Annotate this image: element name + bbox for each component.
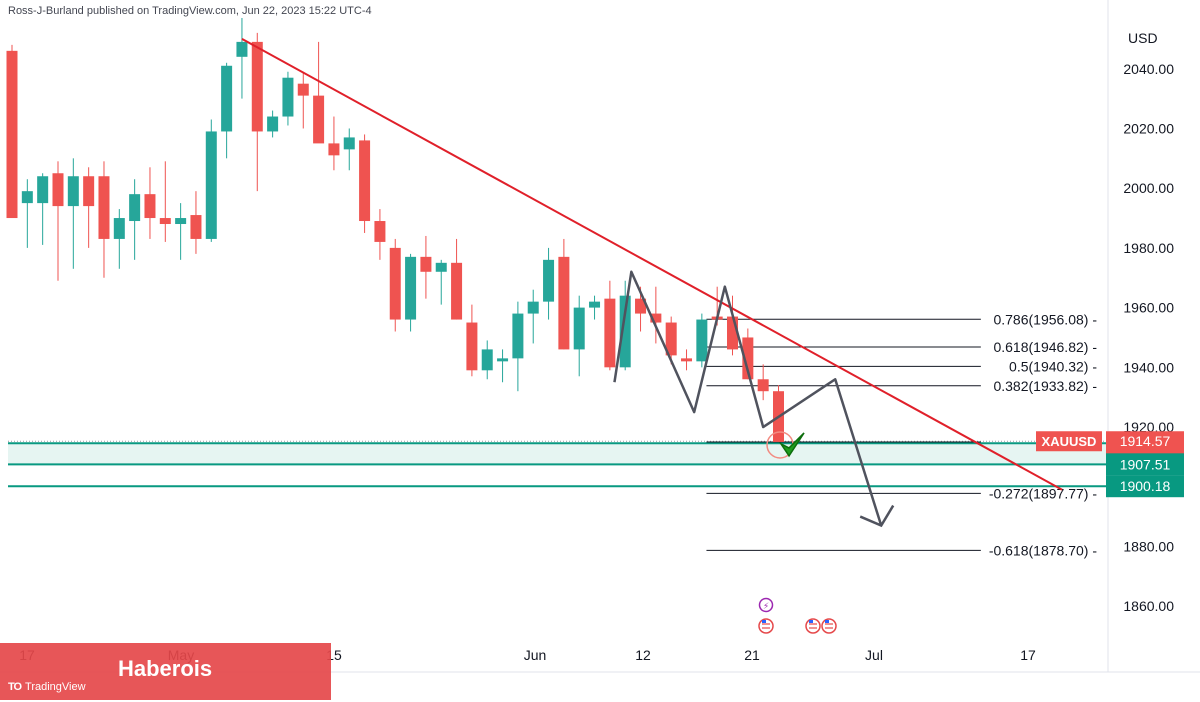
publisher-caption: Ross-J-Burland published on TradingView.… <box>8 5 372 17</box>
tradingview-logo-icon: ТО <box>8 681 22 693</box>
candle-body <box>466 322 478 371</box>
y-tick-label: 1940.00 <box>1123 359 1174 375</box>
candle-body <box>512 313 524 359</box>
candle-body <box>681 358 693 362</box>
watermark-banner: Haberois <box>0 643 331 700</box>
candle-body <box>67 176 79 207</box>
y-tick-label: 1960.00 <box>1123 300 1174 316</box>
candle-body <box>635 298 647 314</box>
candle-body <box>297 83 309 96</box>
trendline <box>241 38 1063 491</box>
fib-level-label: 0.5(1940.32) - <box>1009 358 1097 374</box>
candle-body <box>313 95 325 144</box>
candle-body <box>389 247 401 320</box>
candle-body <box>113 218 125 239</box>
candle-body <box>282 77 294 117</box>
candle-body <box>205 131 217 239</box>
y-tick-label: 2000.00 <box>1123 180 1174 196</box>
x-tick-label: 17 <box>1020 647 1036 663</box>
candle-body <box>267 116 279 132</box>
candle-body <box>619 295 631 368</box>
candle-body <box>359 140 371 222</box>
tradingview-logo-text: TradingView <box>25 681 86 693</box>
candle-body <box>497 358 509 362</box>
candle-body <box>558 256 570 350</box>
support-price-value: 1907.51 <box>1120 456 1171 472</box>
candle-body <box>589 301 601 308</box>
candle-body <box>98 176 110 239</box>
lightning-glyph-icon: ⚡ <box>763 601 769 611</box>
banner-text: Haberois <box>118 656 213 681</box>
y-tick-label: 1920.00 <box>1123 419 1174 435</box>
lightning-event-icon <box>758 597 774 613</box>
support-zone <box>8 443 1108 465</box>
x-tick-label: 12 <box>635 647 651 663</box>
projection-arrowhead <box>859 504 895 528</box>
check-mark-icon <box>778 432 805 458</box>
fib-level-label: 0.382(1933.82) - <box>993 378 1097 394</box>
x-tick-label: 21 <box>744 647 760 663</box>
candle-body <box>6 50 18 219</box>
symbol-tag <box>1036 431 1102 452</box>
candle-body <box>451 262 463 320</box>
x-tick-label: Jun <box>524 647 547 663</box>
candle-body <box>696 319 708 362</box>
flag-canton-icon <box>825 620 829 623</box>
y-tick-label: 1860.00 <box>1123 598 1174 614</box>
candle-body <box>159 218 171 225</box>
flag-canton-icon <box>762 620 766 623</box>
candle-body <box>144 194 156 219</box>
candle-body <box>83 176 95 207</box>
fib-level-label: 0.618(1946.82) - <box>993 339 1097 355</box>
candle-body <box>328 143 340 156</box>
candle-body <box>21 191 33 204</box>
y-tick-label: 1980.00 <box>1123 240 1174 256</box>
candle-body <box>665 322 677 356</box>
candle-body <box>236 41 248 57</box>
candle-body <box>573 307 585 350</box>
candle-body <box>604 298 616 368</box>
tradingview-logo: ТО TradingView <box>8 681 86 693</box>
support-price-value: 1900.18 <box>1120 478 1171 494</box>
projection-path <box>613 270 883 526</box>
fib-level-label: -0.272(1897.77) - <box>989 485 1098 501</box>
candle-body <box>742 337 754 380</box>
x-tick-label: Jul <box>865 647 883 663</box>
candle-body <box>481 349 493 371</box>
y-tick-label: 1880.00 <box>1123 538 1174 554</box>
fib-level-label: 0.786(1956.08) - <box>993 311 1097 327</box>
symbol-tag-text: XAUUSD <box>1042 434 1097 449</box>
flag-canton-icon <box>809 620 813 623</box>
candle-body <box>650 313 662 323</box>
y-tick-label: 2040.00 <box>1123 61 1174 77</box>
support-price-box <box>1106 453 1184 476</box>
candle-body <box>251 41 263 132</box>
candle-body <box>190 215 202 239</box>
candle-body <box>221 65 233 132</box>
candle-body <box>435 262 447 272</box>
candle-body <box>727 316 739 350</box>
candle-body <box>129 194 141 222</box>
candle-body <box>543 259 555 302</box>
candle-body <box>405 256 417 320</box>
candle-body <box>527 301 539 314</box>
candle-body <box>374 221 386 242</box>
candle-body <box>37 176 49 204</box>
candle-body <box>175 218 187 225</box>
candle-body <box>757 379 769 392</box>
candle-body <box>52 173 64 207</box>
fib-level-label: -0.618(1878.70) - <box>989 542 1098 558</box>
axis-currency-label: USD <box>1128 30 1158 46</box>
support-price-box <box>1106 475 1184 498</box>
candle-body <box>343 137 355 150</box>
last-price-value: 1914.57 <box>1120 433 1171 449</box>
y-tick-label: 2020.00 <box>1123 120 1174 136</box>
candle-body <box>420 256 432 272</box>
